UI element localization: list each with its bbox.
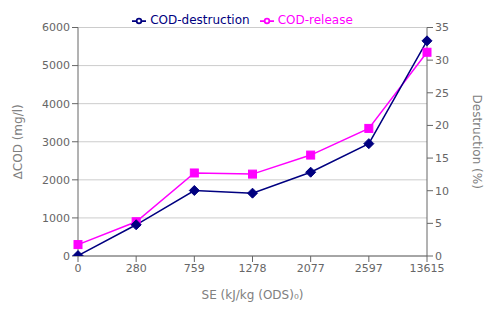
svg-text:10: 10 bbox=[435, 185, 449, 198]
svg-text:6000: 6000 bbox=[42, 21, 70, 34]
svg-text:3000: 3000 bbox=[42, 136, 70, 149]
svg-text:2000: 2000 bbox=[42, 174, 70, 187]
svg-text:SE (kJ/kg (ODS)₀): SE (kJ/kg (ODS)₀) bbox=[202, 288, 304, 302]
html-text:COD-release: COD-release bbox=[277, 13, 353, 27]
svg-text:0: 0 bbox=[75, 262, 82, 275]
svg-text:13615: 13615 bbox=[410, 262, 445, 275]
svg-text:280: 280 bbox=[126, 262, 147, 275]
svg-text:0: 0 bbox=[435, 250, 442, 263]
svg-text:30: 30 bbox=[435, 54, 449, 67]
svg-text:2077: 2077 bbox=[297, 262, 325, 275]
svg-text:20: 20 bbox=[435, 119, 449, 132]
svg-text:5000: 5000 bbox=[42, 59, 70, 72]
svg-text:5: 5 bbox=[435, 217, 442, 230]
html-text:COD-destruction: COD-destruction bbox=[150, 13, 250, 27]
svg-text:35: 35 bbox=[435, 21, 449, 34]
svg-text:4000: 4000 bbox=[42, 98, 70, 111]
svg-text:25: 25 bbox=[435, 87, 449, 100]
svg-text:1000: 1000 bbox=[42, 212, 70, 225]
svg-text:2597: 2597 bbox=[355, 262, 383, 275]
svg-text:15: 15 bbox=[435, 152, 449, 165]
svg-text:∆COD (mg/l): ∆COD (mg/l) bbox=[11, 104, 25, 180]
svg-text:Destruction (%): Destruction (%) bbox=[470, 95, 484, 189]
svg-text:1278: 1278 bbox=[239, 262, 267, 275]
svg-text:0: 0 bbox=[63, 250, 70, 263]
svg-text:759: 759 bbox=[184, 262, 205, 275]
